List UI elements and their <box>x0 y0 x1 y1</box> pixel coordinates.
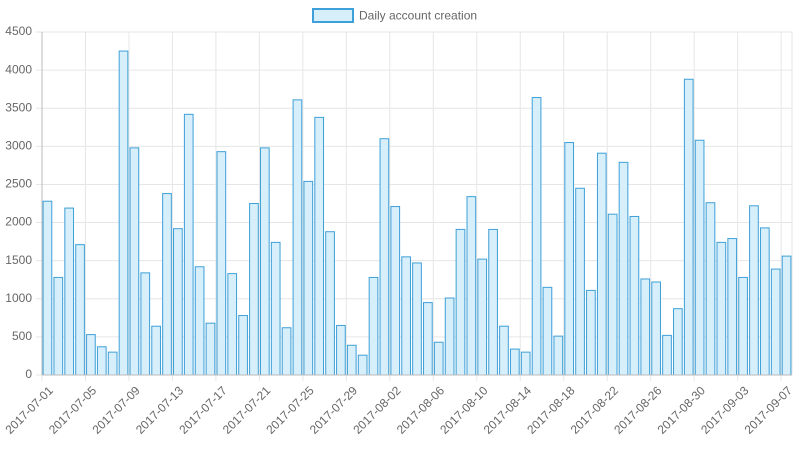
x-tick-label: 2017-09-07 <box>742 383 796 437</box>
bar <box>629 215 640 376</box>
legend-label: Daily account creation <box>359 9 477 23</box>
bar <box>303 180 314 376</box>
bar <box>194 266 205 376</box>
bar <box>738 276 748 376</box>
bar <box>227 273 238 376</box>
bar <box>140 272 151 376</box>
bar <box>662 334 672 376</box>
bar <box>683 78 694 376</box>
bar <box>86 334 96 376</box>
bar <box>596 152 607 376</box>
bar <box>249 203 259 376</box>
bar <box>64 207 75 376</box>
bar <box>499 325 509 376</box>
bar <box>673 308 683 376</box>
bar <box>151 325 161 376</box>
bar <box>368 276 379 376</box>
bar <box>173 228 183 376</box>
bar <box>564 142 575 376</box>
bar <box>575 187 585 376</box>
bar <box>357 354 368 376</box>
bar <box>238 315 248 376</box>
bar <box>281 327 292 376</box>
bar <box>607 213 618 376</box>
bar <box>488 228 498 376</box>
bar <box>129 147 140 376</box>
y-tick-label: 2500 <box>5 177 32 191</box>
bar <box>292 99 303 376</box>
bar <box>390 206 401 376</box>
y-tick-label: 3000 <box>5 139 32 153</box>
bar <box>42 200 53 376</box>
bar <box>553 335 564 376</box>
bar <box>336 324 346 376</box>
y-tick-label: 2000 <box>5 215 32 229</box>
bar <box>216 151 227 376</box>
bar <box>520 351 531 376</box>
bar <box>118 50 129 376</box>
bar <box>162 193 172 376</box>
bar <box>346 344 357 376</box>
bar <box>259 147 270 376</box>
y-tick-label: 0 <box>25 367 32 381</box>
y-tick-label: 1000 <box>5 291 32 305</box>
y-tick-label: 1500 <box>5 253 32 267</box>
bar <box>455 228 466 376</box>
bar <box>759 227 770 376</box>
bar <box>444 297 455 376</box>
bar <box>531 97 542 376</box>
y-tick-label: 4500 <box>5 24 32 38</box>
bar <box>509 348 520 376</box>
bar <box>749 205 759 376</box>
bar <box>433 341 444 376</box>
bar <box>640 278 651 376</box>
bar <box>325 231 335 376</box>
bar <box>205 322 216 376</box>
bar <box>183 113 194 376</box>
bar <box>586 289 596 376</box>
bar <box>107 351 118 376</box>
bar <box>53 276 64 376</box>
bar <box>651 281 661 376</box>
y-tick-label: 500 <box>12 329 32 343</box>
y-tick-label: 4000 <box>5 62 32 76</box>
bar <box>694 139 705 376</box>
bar <box>423 302 433 376</box>
bar <box>401 256 411 376</box>
bar <box>542 286 553 376</box>
bar <box>412 262 422 376</box>
bar <box>477 258 488 376</box>
bar <box>270 241 281 376</box>
bar <box>96 346 107 376</box>
bar <box>75 244 85 376</box>
bar <box>466 196 477 376</box>
bar <box>618 161 629 376</box>
bar <box>705 202 716 376</box>
y-tick-label: 3500 <box>5 100 32 114</box>
bar <box>314 116 325 376</box>
bar <box>770 268 781 376</box>
bar <box>716 241 727 376</box>
bar <box>781 255 792 376</box>
bar <box>727 238 738 376</box>
legend-swatch <box>312 8 354 23</box>
bar <box>379 138 390 376</box>
